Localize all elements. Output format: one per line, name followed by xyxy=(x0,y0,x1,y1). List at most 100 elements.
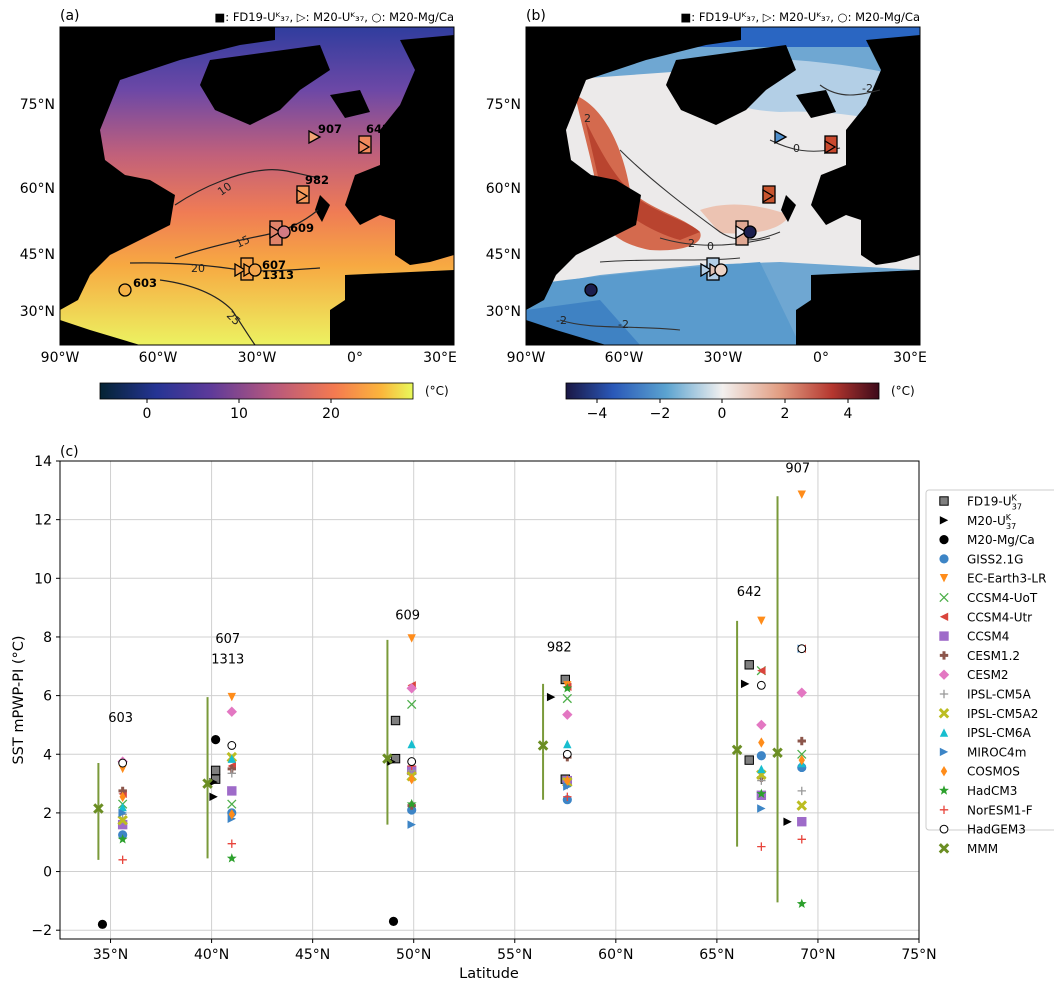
data-point xyxy=(756,719,767,731)
data-point xyxy=(797,816,807,827)
data-point xyxy=(939,785,949,795)
legend-label: CESM1.2 xyxy=(967,649,1020,663)
data-point xyxy=(227,754,236,763)
site-marker xyxy=(824,139,837,155)
site-marker xyxy=(762,188,775,204)
data-point xyxy=(118,758,128,768)
x-ticks: 35°N 40°N 45°N 50°N 55°N 60°N 65°N 70°N 75°N xyxy=(93,939,937,963)
data-point xyxy=(227,839,236,848)
legend-label: CCSM4-UoT xyxy=(967,591,1038,605)
data-point xyxy=(797,835,806,844)
site-markers xyxy=(118,129,372,297)
contour-label: 2 xyxy=(688,237,695,250)
data-point xyxy=(93,803,104,814)
legend-label: MIROC4m xyxy=(967,745,1026,759)
site-label: 607 xyxy=(262,258,286,272)
panel-b-legend: ■: FD19-Uᴷ₃₇, ▷: M20-Uᴷ₃₇, ○: M20-Mg/Ca xyxy=(680,10,920,24)
data-point xyxy=(227,769,236,778)
data-point xyxy=(757,776,766,785)
colorbar-b-tick: −4 xyxy=(587,406,608,422)
panel-b-map: -2 0 2 -2 0 2 -2 xyxy=(526,27,920,345)
data-point xyxy=(408,773,415,785)
panel-a-label: (a) xyxy=(60,8,80,24)
legend-label: EC-Earth3-LR xyxy=(967,572,1046,586)
site-label: 1313 xyxy=(262,268,294,282)
data-point xyxy=(97,919,108,929)
colorbar-b-tick: 4 xyxy=(844,406,853,422)
y-tick-label: 8 xyxy=(43,630,52,646)
panel-a: (a) ■: FD19-Uᴷ₃₇, ▷: M20-Uᴷ₃₇, ○: M20-Mg… xyxy=(20,8,457,422)
data-point xyxy=(756,680,766,690)
data-point xyxy=(939,824,949,834)
site-label: 603 xyxy=(133,276,157,290)
data-point xyxy=(562,683,573,693)
panel-b-lat-ticks: 75°N 60°N 45°N 30°N xyxy=(486,97,521,320)
data-point xyxy=(118,855,127,865)
contour-label: -2 xyxy=(556,314,567,327)
site-labels: 603 607 1313 609 982 642 907 xyxy=(108,462,810,726)
lon-tick-label: 90°W xyxy=(41,350,80,366)
data-point xyxy=(228,809,235,820)
data-point xyxy=(202,778,213,789)
data-point xyxy=(939,728,949,737)
data-point xyxy=(939,516,949,525)
data-point xyxy=(797,490,806,499)
site-marker xyxy=(296,188,309,204)
data-point xyxy=(406,683,417,694)
data-point xyxy=(210,765,221,776)
legend-label: HadGEM3 xyxy=(967,823,1026,837)
data-point xyxy=(388,916,399,927)
data-point xyxy=(796,800,808,811)
panel-a-map: 10 15 20 25 907 642 xyxy=(60,27,454,345)
panel-b-lon-ticks: 90°W 60°W 30°W 0° 30°E xyxy=(507,350,927,366)
data-point xyxy=(939,689,949,699)
panel-a-lat-ticks: 75°N 60°N 45°N 30°N xyxy=(20,97,55,320)
data-point xyxy=(562,693,572,704)
data-point xyxy=(757,764,766,774)
x-tick-label: 35°N xyxy=(93,947,128,963)
lat-tick-label: 60°N xyxy=(486,181,521,197)
data-point xyxy=(797,786,806,796)
data-point xyxy=(758,737,765,748)
site-label: 609 xyxy=(395,608,420,623)
contour-label: 15 xyxy=(234,233,252,251)
data-point xyxy=(756,788,767,799)
panel-b-label: (b) xyxy=(526,8,546,24)
site-marker xyxy=(700,262,713,278)
y-tick-label: 2 xyxy=(43,806,52,822)
data-point xyxy=(939,612,949,621)
data-point xyxy=(209,792,218,801)
x-tick-label: 55°N xyxy=(497,947,532,963)
lon-tick-label: 0° xyxy=(813,350,829,366)
data-point xyxy=(797,736,806,746)
data-point xyxy=(390,753,401,764)
data-point xyxy=(226,853,237,863)
lat-tick-label: 75°N xyxy=(20,97,55,113)
data-point xyxy=(939,747,949,757)
legend-label: IPSL-CM5A xyxy=(967,688,1032,702)
data-point xyxy=(563,782,572,791)
lat-tick-label: 30°N xyxy=(20,304,55,320)
mmm-ranges xyxy=(97,496,779,903)
legend-label: COSMOS xyxy=(967,765,1020,779)
data-point xyxy=(757,616,766,626)
data-point xyxy=(211,734,221,745)
site-label: 1313 xyxy=(211,652,244,667)
data-point xyxy=(756,751,766,761)
data-point xyxy=(406,798,417,809)
legend-label: CESM2 xyxy=(967,668,1009,682)
data-point xyxy=(939,574,949,583)
data-point xyxy=(940,766,948,777)
y-tick-label: 10 xyxy=(34,571,52,587)
data-point xyxy=(382,753,393,764)
y-tick-label: 14 xyxy=(34,454,52,470)
site-marker xyxy=(269,224,282,240)
data-point xyxy=(407,739,416,749)
legend-box xyxy=(925,489,1054,831)
site-marker xyxy=(358,139,371,155)
site-marker xyxy=(735,224,748,240)
data-point xyxy=(407,634,416,643)
x-tick-label: 50°N xyxy=(396,947,431,963)
data-point xyxy=(797,644,807,654)
